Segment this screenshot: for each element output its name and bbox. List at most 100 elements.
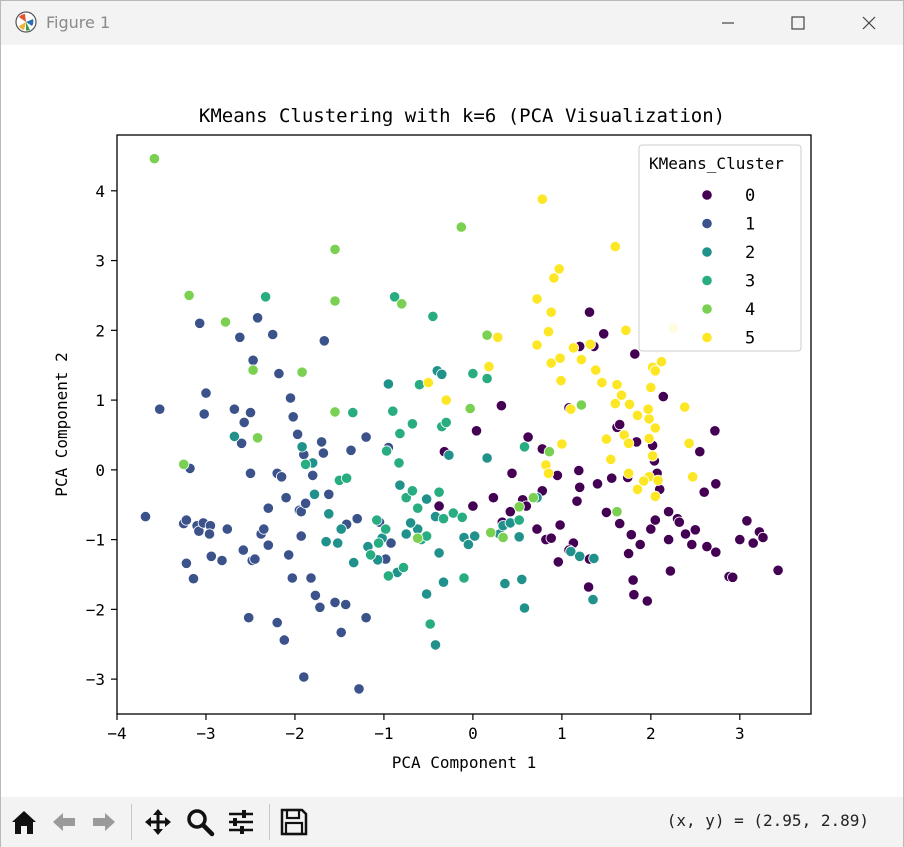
cluster-0-point: [741, 515, 753, 527]
cluster-3-point: [412, 502, 424, 514]
cluster-0-point: [694, 446, 706, 458]
cluster-5-point: [600, 433, 613, 445]
navigation-toolbar: (x, y) = (2.95, 2.89): [1, 797, 903, 847]
cluster-0-point: [574, 481, 586, 493]
toolbar-separator: [269, 804, 270, 840]
cluster-3-point: [397, 561, 410, 574]
cluster-4-point: [219, 316, 232, 328]
pan-button[interactable]: [141, 805, 175, 839]
legend-box: [638, 144, 802, 352]
cluster-5-point: [638, 475, 650, 487]
cluster-0-point: [698, 486, 710, 498]
cluster-0-point: [657, 390, 669, 403]
cluster-5-point: [622, 437, 635, 449]
x-tick-label: 0: [468, 724, 478, 743]
cluster-1-point: [262, 539, 274, 551]
cluster-2-point: [499, 577, 511, 590]
title-bar: Figure 1: [1, 1, 903, 45]
forward-button[interactable]: [87, 805, 121, 839]
cluster-5-point: [683, 437, 695, 449]
cluster-1-point: [216, 554, 228, 567]
cluster-5-point: [611, 379, 623, 391]
x-axis-label: PCA Component 1: [392, 753, 537, 772]
cluster-0-point: [734, 533, 746, 546]
cluster-3-point: [406, 485, 418, 497]
legend-label: 4: [745, 300, 755, 320]
configure-subplots-button[interactable]: [224, 805, 258, 839]
cluster-2-point: [228, 430, 240, 442]
home-button[interactable]: [7, 805, 41, 839]
cluster-1-point: [252, 312, 264, 324]
cluster-5-point: [555, 374, 567, 387]
cluster-4-point: [464, 402, 476, 415]
cluster-5-point: [531, 293, 543, 305]
cluster-1-point: [180, 557, 192, 569]
minimize-icon: [722, 22, 734, 24]
forward-icon: [93, 813, 115, 831]
y-tick-label: 1: [95, 391, 105, 410]
cluster-1-point: [273, 367, 285, 380]
cluster-0-point: [686, 538, 698, 551]
cluster-1-point: [247, 354, 259, 366]
cluster-1-point: [249, 553, 261, 565]
cluster-3-point: [440, 416, 452, 428]
cluster-3-point: [347, 406, 359, 419]
cluster-0-point: [554, 519, 566, 531]
y-tick-label: 0: [95, 461, 105, 480]
cluster-1-point: [295, 530, 307, 542]
figure-canvas[interactable]: KMeans Clustering with k=6 (PCA Visualiz…: [1, 45, 903, 797]
cluster-5-point: [553, 263, 565, 275]
cluster-0-point: [625, 529, 637, 541]
cluster-1-point: [200, 387, 212, 399]
cluster-3-point: [382, 570, 394, 582]
cluster-4-point: [178, 458, 190, 470]
zoom-button[interactable]: [183, 805, 217, 839]
cluster-2-point: [587, 593, 599, 606]
cluster-5-point: [542, 326, 555, 338]
cluster-2-point: [518, 602, 531, 614]
minimize-button[interactable]: [705, 7, 751, 39]
cluster-4-point: [485, 526, 497, 539]
cluster-1-point: [353, 683, 365, 695]
cluster-3-point: [433, 486, 445, 498]
home-icon: [12, 811, 36, 834]
y-tick-label: 3: [95, 252, 105, 271]
y-tick-label: −1: [86, 531, 105, 550]
cluster-1-point: [271, 616, 283, 629]
cluster-4-point: [329, 406, 341, 418]
cluster-0-point: [645, 523, 657, 535]
cluster-1-point: [291, 428, 304, 440]
cluster-5-point: [649, 490, 661, 502]
cluster-5-point: [652, 474, 664, 486]
cluster-1-point: [243, 612, 255, 624]
cluster-2-point: [394, 479, 406, 491]
maximize-button[interactable]: [775, 7, 821, 39]
cluster-5-point: [567, 342, 580, 354]
cluster-0-point: [614, 517, 626, 530]
cluster-0-point: [622, 547, 635, 560]
cluster-0-point: [689, 524, 701, 536]
cluster-5-point: [440, 394, 452, 406]
cluster-4-point: [497, 531, 509, 544]
legend-title: KMeans_Cluster: [649, 154, 784, 173]
back-button[interactable]: [47, 805, 81, 839]
close-button[interactable]: [846, 7, 892, 39]
cluster-0-point: [679, 528, 692, 540]
cluster-5-point: [649, 365, 661, 377]
save-button[interactable]: [277, 805, 311, 839]
cluster-1-point: [360, 431, 372, 443]
cluster-0-point: [641, 595, 653, 607]
cluster-1-point: [335, 626, 347, 639]
cluster-2-point: [382, 378, 394, 390]
cluster-5-point: [643, 413, 655, 425]
y-axis-label: PCA Component 2: [52, 352, 71, 497]
cluster-3-point: [456, 511, 468, 523]
cluster-4-point: [543, 446, 556, 458]
cluster-1-point: [154, 403, 166, 415]
cluster-4-point: [611, 506, 623, 518]
cluster-4-point: [148, 153, 160, 165]
cluster-0-point: [710, 478, 722, 490]
cluster-1-point: [203, 528, 216, 540]
cluster-0-point: [662, 533, 675, 546]
cluster-5-point: [492, 331, 504, 343]
